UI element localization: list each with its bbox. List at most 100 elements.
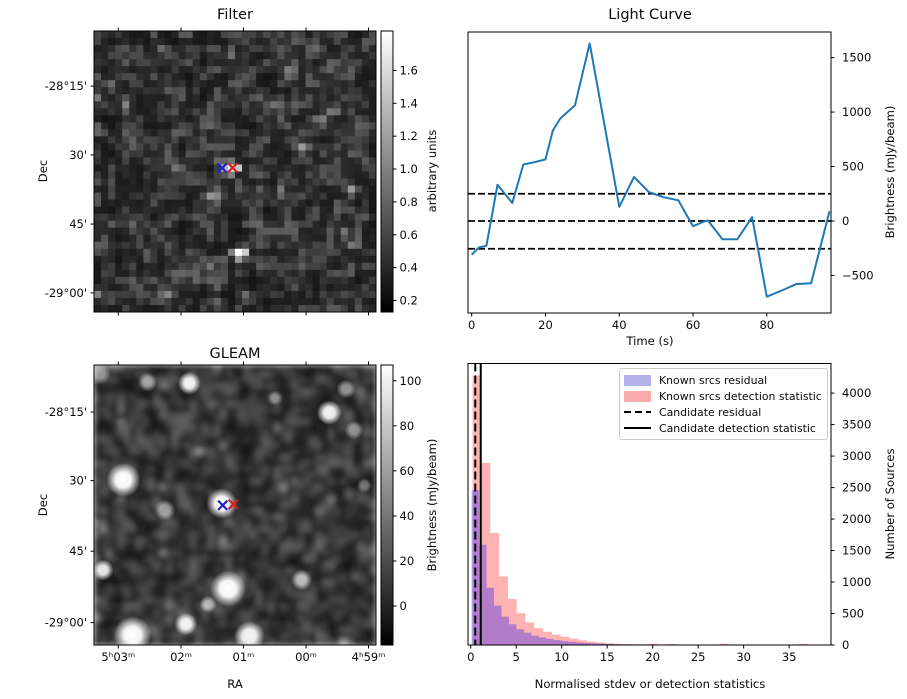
legend-item: Candidate detection statistic — [624, 420, 827, 436]
light-curve-plot — [468, 42, 831, 298]
source-marker-x — [216, 162, 228, 174]
axes-frame — [467, 363, 832, 646]
tick-label: 10 — [554, 650, 569, 664]
tick-label: 0 — [400, 599, 407, 613]
gleam-source — [174, 612, 198, 636]
tick-label: 80 — [400, 419, 415, 433]
gleam-source — [356, 477, 373, 493]
tick-label: -28°15' — [45, 405, 87, 419]
gleam-colorbar — [381, 365, 393, 645]
tick-label: 3000 — [842, 449, 871, 463]
gleam-source — [267, 390, 283, 406]
lightcurve-xlabel: Time (s) — [626, 334, 674, 348]
tick-label: 5ʰ03ᵐ — [101, 650, 135, 664]
legend-line-sample — [624, 422, 652, 434]
gleam-source — [209, 570, 246, 607]
legend-line-sample — [624, 406, 652, 418]
legend-label: Candidate detection statistic — [659, 421, 816, 435]
tick-label: 0.4 — [400, 261, 418, 275]
tick-label: 80 — [759, 318, 774, 332]
gleam-source — [154, 499, 176, 521]
lightcurve-ylabel: Brightness (mJy/beam) — [883, 105, 897, 239]
tick-label: 500 — [842, 160, 864, 174]
filter-colorbar-label: arbitrary units — [425, 129, 439, 213]
gleam-source — [234, 620, 265, 645]
gleam-source — [316, 400, 342, 425]
tick-label: 00ᵐ — [295, 650, 317, 664]
gleam-image — [94, 365, 376, 645]
filter-title: Filter — [217, 7, 253, 23]
tick-label: 500 — [842, 607, 864, 621]
tick-label: 4000 — [842, 386, 871, 400]
tick-label: 20 — [400, 554, 415, 568]
histogram-ylabel: Number of Sources — [883, 448, 897, 560]
source-marker-x — [227, 162, 238, 174]
tick-label: 35 — [782, 650, 797, 664]
tick-label: 0 — [468, 318, 475, 332]
tick-label: 0 — [842, 638, 849, 652]
tick-label: 02ᵐ — [170, 650, 192, 664]
light-curve-line — [470, 42, 831, 298]
legend-swatch — [624, 390, 652, 402]
gleam-source — [199, 595, 217, 613]
tick-label: −500 — [842, 268, 874, 282]
tick-label: 1500 — [842, 544, 871, 558]
filter-colorbar — [381, 31, 393, 312]
tick-label: 15 — [600, 650, 615, 664]
gleam-xlabel: RA — [227, 677, 243, 691]
gleam-ticks: 5ʰ03ᵐ 02ᵐ 01ᵐ 00ᵐ 4ʰ59ᵐ -28°15' 30' 45' -29°00' 0… — [45, 361, 422, 664]
tick-label: 0 — [842, 214, 849, 228]
gleam-source — [106, 462, 141, 498]
source-marker-x — [217, 499, 229, 511]
tick-label: 01ᵐ — [233, 650, 255, 664]
axes-frame — [467, 31, 832, 314]
tick-label: 45' — [69, 544, 87, 558]
tick-label: 1.4 — [400, 96, 418, 110]
legend-swatch — [624, 374, 652, 386]
tick-label: 30 — [736, 650, 751, 664]
tick-label: 30' — [69, 148, 87, 162]
legend-item: Known srcs detection statistic — [624, 388, 827, 404]
tick-label: -29°00' — [45, 286, 87, 300]
histogram-legend: Known srcs residual Known srcs detection … — [619, 368, 828, 440]
legend-label: Known srcs detection statistic — [659, 389, 822, 403]
tick-label: 0.6 — [400, 228, 418, 242]
gleam-source — [138, 372, 158, 392]
tick-label: 40 — [400, 509, 415, 523]
legend-label: Candidate residual — [659, 405, 762, 419]
tick-label: 5 — [513, 650, 520, 664]
light-curve-title: Light Curve — [608, 7, 692, 23]
tick-label: 0.2 — [400, 293, 418, 307]
gleam-source — [177, 371, 201, 395]
filter-dec-label: Dec — [36, 159, 50, 183]
tick-label: 1.6 — [400, 63, 418, 77]
tick-label: 45' — [69, 217, 87, 231]
axes-frame — [93, 364, 377, 646]
tick-label: 100 — [400, 374, 422, 388]
tick-label: 1000 — [842, 575, 871, 589]
tick-label: 60 — [400, 464, 415, 478]
gleam-dec-label: Dec — [36, 493, 50, 517]
legend-item: Candidate residual — [624, 404, 827, 420]
filter-ticks: -28°15' 30' 45' -29°00' 0.2 0.4 0.6 0.8 1.0 1.2 1.… — [45, 27, 418, 316]
gleam-source — [344, 420, 364, 440]
gleam-source — [291, 569, 313, 591]
gleam-title: GLEAM — [209, 346, 261, 362]
tick-label: 20 — [538, 318, 553, 332]
tick-label: 60 — [686, 318, 701, 332]
source-marker-x — [227, 498, 239, 510]
tick-label: 4ʰ59ᵐ — [352, 650, 386, 664]
tick-label: 40 — [612, 318, 627, 332]
tick-label: -29°00' — [45, 616, 87, 630]
tick-label: 2500 — [842, 481, 871, 495]
tick-label: 1000 — [842, 105, 871, 119]
light-curve-ticks: 0 20 40 60 80 −500 0 500 1000 1500 — [468, 51, 874, 332]
gleam-colorbar-label: Brightness (mJy/beam) — [425, 438, 439, 572]
tick-label: 1.0 — [400, 162, 418, 176]
tick-label: 2000 — [842, 512, 871, 526]
axes-frame — [93, 30, 377, 313]
filter-image — [94, 31, 376, 312]
gleam-source — [336, 379, 356, 399]
tick-label: 1500 — [842, 51, 871, 65]
